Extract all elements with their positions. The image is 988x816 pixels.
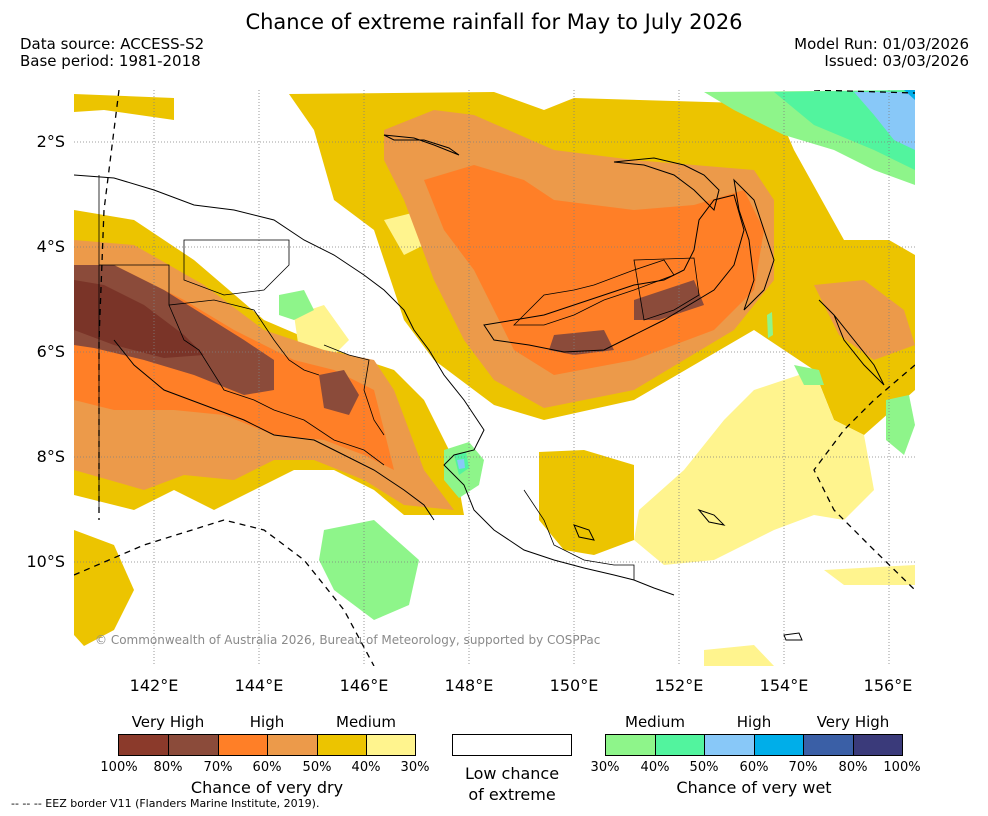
- dry-tick-30: 30%: [400, 760, 430, 775]
- dry-swatch-6: [366, 734, 416, 756]
- wet-tick-100: 100%: [883, 760, 921, 775]
- copyright-notice: © Commonwealth of Australia 2026, Bureau…: [95, 633, 601, 647]
- dry-category-medium: Medium: [336, 713, 396, 731]
- wet-zones: [279, 90, 915, 620]
- lon-label-150e: 150°E: [549, 676, 599, 695]
- dry-tick-50: 50%: [302, 760, 332, 775]
- wet-tick-40: 40%: [640, 760, 670, 775]
- wet-swatch-1: [605, 734, 656, 756]
- wet-caption: Chance of very wet: [676, 778, 832, 797]
- low-chance-line2: of extreme: [468, 785, 556, 804]
- lon-label-156e: 156°E: [863, 676, 913, 695]
- wet-tick-30: 30%: [590, 760, 620, 775]
- base-period: Base period: 1981-2018: [20, 52, 201, 70]
- data-source: Data source: ACCESS-S2: [20, 35, 205, 53]
- dry-category-high: High: [249, 713, 285, 731]
- wet-category-high: High: [736, 713, 772, 731]
- dry-swatch-3: [218, 734, 268, 756]
- model-run: Model Run: 01/03/2026: [794, 35, 969, 53]
- low-chance-line1: Low chance: [464, 764, 560, 783]
- low-chance-caption: Low chance of extreme: [432, 763, 592, 805]
- map-canvas: [74, 90, 915, 666]
- lat-label-4s: 4°S: [36, 237, 65, 256]
- wet-tick-50: 50%: [689, 760, 719, 775]
- dry-category-very-high: Very High: [131, 713, 205, 731]
- dry-tick-100: 100%: [100, 760, 138, 775]
- dry-tick-80: 80%: [153, 760, 183, 775]
- dry-swatch-2: [168, 734, 219, 756]
- lat-label-8s: 8°S: [36, 447, 65, 466]
- wet-tick-60: 60%: [739, 760, 769, 775]
- dry-tick-70: 70%: [203, 760, 233, 775]
- graticule: [74, 90, 915, 666]
- wet-tick-80: 80%: [838, 760, 868, 775]
- coastlines: [74, 134, 885, 641]
- wet-category-very-high: Very High: [816, 713, 890, 731]
- eez-borders: [74, 90, 915, 666]
- metadata-right: Model Run: 01/03/2026 Issued: 03/03/2026: [794, 36, 969, 70]
- wet-swatch-2: [655, 734, 705, 756]
- dry-tick-60: 60%: [252, 760, 282, 775]
- lon-label-146e: 146°E: [339, 676, 389, 695]
- wet-swatch-4: [754, 734, 804, 756]
- lat-label-10s: 10°S: [26, 552, 65, 571]
- dry-very-high-zones: [74, 265, 704, 415]
- lon-label-152e: 152°E: [654, 676, 704, 695]
- lon-label-154e: 154°E: [759, 676, 809, 695]
- lat-label-2s: 2°S: [36, 132, 65, 151]
- dry-swatch-4: [267, 734, 318, 756]
- wet-swatch-3: [704, 734, 755, 756]
- low-chance-swatch: [452, 734, 572, 756]
- wet-swatch-6: [853, 734, 903, 756]
- dry-swatch-5: [317, 734, 367, 756]
- dry-swatch-1: [118, 734, 169, 756]
- lon-label-142e: 142°E: [129, 676, 179, 695]
- rainfall-map: [74, 90, 915, 666]
- lat-label-6s: 6°S: [36, 342, 65, 361]
- wet-category-medium: Medium: [625, 713, 685, 731]
- issued-date: Issued: 03/03/2026: [824, 52, 969, 70]
- map-title: Chance of extreme rainfall for May to Ju…: [245, 10, 743, 34]
- wet-swatch-5: [803, 734, 854, 756]
- eez-border-note: -- -- -- EEZ border V11 (Flanders Marine…: [11, 797, 320, 810]
- wet-tick-70: 70%: [788, 760, 818, 775]
- dry-tick-40: 40%: [351, 760, 381, 775]
- lon-label-148e: 148°E: [444, 676, 494, 695]
- lon-label-144e: 144°E: [234, 676, 284, 695]
- metadata-left: Data source: ACCESS-S2 Base period: 1981…: [20, 36, 204, 70]
- dry-caption: Chance of very dry: [190, 778, 344, 797]
